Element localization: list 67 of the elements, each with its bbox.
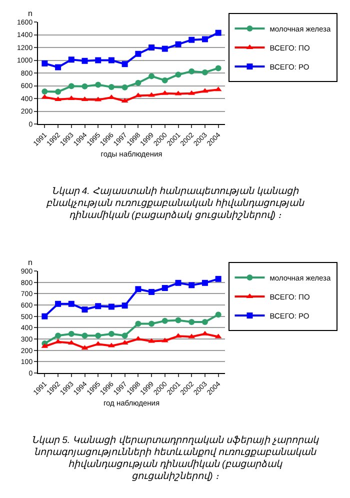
point xyxy=(188,68,195,74)
point xyxy=(215,30,222,36)
point xyxy=(162,318,168,324)
point xyxy=(202,88,208,93)
point xyxy=(54,338,62,344)
point xyxy=(135,286,142,292)
point xyxy=(148,73,155,80)
point xyxy=(42,313,48,320)
point xyxy=(202,319,208,325)
point xyxy=(95,82,102,88)
point xyxy=(188,319,195,325)
point xyxy=(122,61,128,68)
point xyxy=(108,84,114,90)
point xyxy=(108,57,114,64)
point xyxy=(188,36,195,43)
point xyxy=(175,72,182,78)
point xyxy=(82,83,88,90)
text: Նկար 4. Հայաստանի հանրապետության կանացի բնակչության ուռուցքաբանական հիվանդացության դինամիկան (բացարձակ ցուցանիշներով) ։ xyxy=(44,185,306,222)
point xyxy=(55,300,62,307)
point xyxy=(148,44,155,50)
point xyxy=(55,332,62,339)
point xyxy=(42,88,48,94)
point xyxy=(68,300,74,307)
point xyxy=(108,304,114,310)
point xyxy=(202,36,208,42)
point xyxy=(188,282,195,288)
point xyxy=(68,83,74,90)
point xyxy=(175,41,182,48)
y-axis-title: n xyxy=(28,258,32,267)
point xyxy=(148,338,155,343)
point xyxy=(95,57,102,64)
point xyxy=(148,92,155,97)
point xyxy=(122,302,128,309)
point xyxy=(82,58,88,64)
point xyxy=(202,69,208,76)
point xyxy=(215,312,222,318)
point xyxy=(108,342,115,348)
point xyxy=(108,94,115,100)
point xyxy=(68,330,74,337)
point xyxy=(162,46,168,52)
point xyxy=(175,280,182,286)
point xyxy=(215,276,222,282)
point xyxy=(55,64,62,70)
point xyxy=(42,60,48,66)
y-axis-title: n xyxy=(28,9,32,18)
point xyxy=(82,306,88,313)
point xyxy=(162,285,168,291)
point xyxy=(122,84,128,90)
point xyxy=(55,88,62,95)
point xyxy=(95,303,102,310)
point xyxy=(215,65,222,72)
point xyxy=(202,330,208,336)
point xyxy=(175,317,182,324)
point xyxy=(122,332,128,339)
point xyxy=(135,320,142,327)
point xyxy=(135,50,142,57)
point xyxy=(54,96,62,101)
point xyxy=(135,80,142,86)
point xyxy=(202,280,208,286)
point xyxy=(148,288,155,295)
point xyxy=(148,320,155,327)
point xyxy=(82,332,88,339)
text: Նկար 5. Կանացի վերարտադրողական սֆերայի չարորակ նորագոյացությունների հետևանքով ուռուցքաբանական հիվանդացության դինամիկան (բացարձակ ցուցանիշներով) ։ xyxy=(30,434,320,482)
point xyxy=(95,332,102,339)
point xyxy=(162,77,168,84)
point xyxy=(108,330,114,337)
point xyxy=(68,56,74,63)
